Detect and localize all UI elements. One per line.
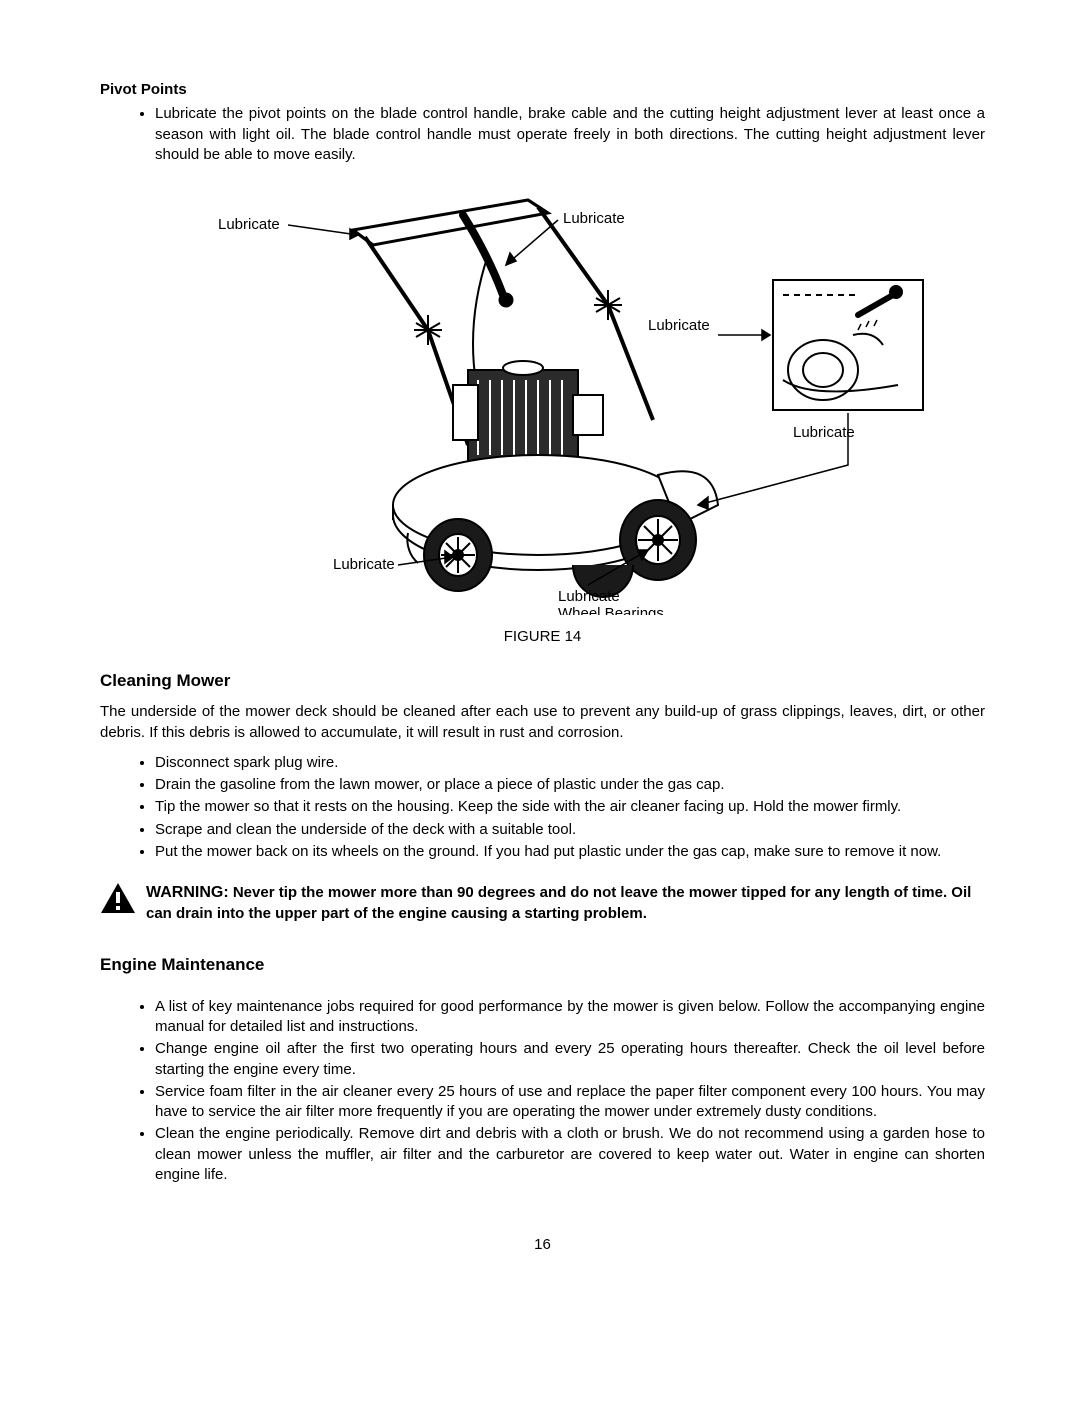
list-item: Scrape and clean the underside of the de… [155, 820, 985, 840]
fig-label-lower-right-a: Lubricate [558, 588, 620, 605]
fig-label-handle-left: Lubricate [218, 216, 280, 233]
list-item: Disconnect spark plug wire. [155, 753, 985, 773]
figure-14: Lubricate Lubricate Lubricate Lubricate … [100, 185, 985, 621]
list-item: Service foam filter in the air cleaner e… [155, 1082, 985, 1123]
list-item: Put the mower back on its wheels on the … [155, 842, 985, 862]
warning-triangle-icon [100, 882, 136, 914]
engine-maintenance-heading: Engine Maintenance [100, 954, 985, 977]
engine-list: A list of key maintenance jobs required … [100, 997, 985, 1185]
warning-body: Never tip the mower more than 90 degrees… [146, 884, 971, 922]
cleaning-intro: The underside of the mower deck should b… [100, 702, 985, 743]
fig-label-inset-below: Lubricate [793, 424, 855, 441]
warning-text: WARNING: Never tip the mower more than 9… [146, 882, 985, 924]
fig-label-lower-left: Lubricate [333, 556, 395, 573]
mower-diagram: Lubricate Lubricate Lubricate Lubricate … [158, 185, 928, 615]
page-number: 16 [100, 1235, 985, 1255]
pivot-points-list: Lubricate the pivot points on the blade … [100, 104, 985, 165]
list-item: Lubricate the pivot points on the blade … [155, 104, 985, 165]
cleaning-mower-heading: Cleaning Mower [100, 670, 985, 693]
warning-block: WARNING: Never tip the mower more than 9… [100, 882, 985, 924]
list-item: A list of key maintenance jobs required … [155, 997, 985, 1038]
cleaning-list: Disconnect spark plug wire. Drain the ga… [100, 753, 985, 862]
figure-caption: FIGURE 14 [100, 627, 985, 647]
list-item: Tip the mower so that it rests on the ho… [155, 797, 985, 817]
list-item: Change engine oil after the first two op… [155, 1039, 985, 1080]
pivot-points-heading: Pivot Points [100, 80, 985, 100]
fig-label-lower-right-b: Wheel Bearings [558, 605, 664, 615]
list-item: Drain the gasoline from the lawn mower, … [155, 775, 985, 795]
warning-label: WARNING: [146, 884, 229, 901]
fig-label-handle-right: Lubricate [563, 210, 625, 227]
fig-label-inset-arrow: Lubricate [648, 317, 710, 334]
list-item: Clean the engine periodically. Remove di… [155, 1124, 985, 1185]
